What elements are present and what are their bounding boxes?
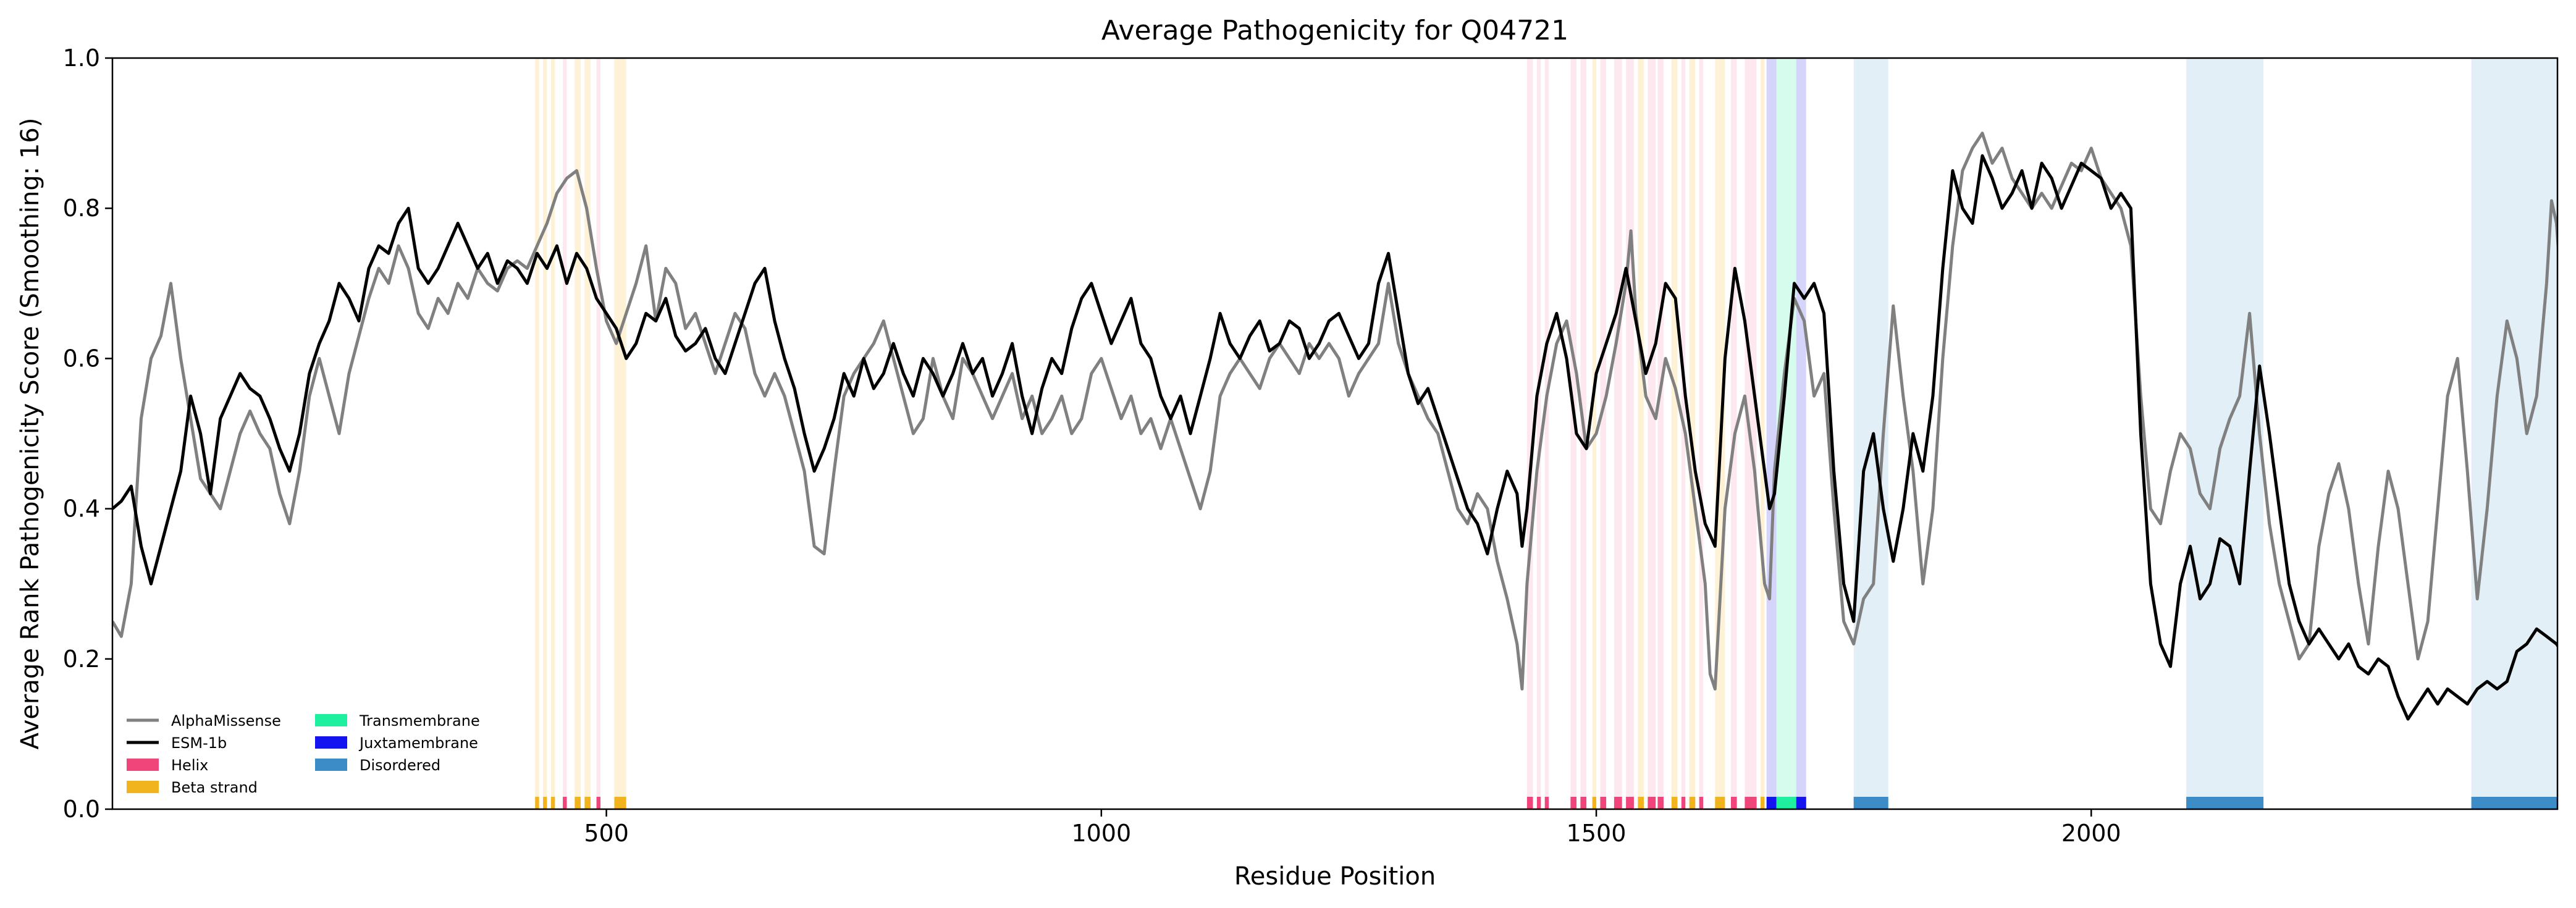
region-shade — [575, 58, 581, 809]
x-axis: 500 1000 1500 2000 — [584, 809, 2121, 847]
region-bar — [1638, 797, 1644, 809]
y-tick-label: 1.0 — [63, 44, 100, 72]
x-tick-label: 2000 — [2061, 820, 2121, 847]
region-shading-layer — [535, 58, 2557, 809]
legend-label-helix: Helix — [171, 757, 208, 774]
region-bar — [550, 797, 555, 809]
y-axis-label: Average Rank Pathogenicity Score (Smooth… — [16, 118, 44, 750]
region-bar — [543, 797, 547, 809]
region-bar — [1853, 797, 1888, 809]
region-shade — [1536, 58, 1541, 809]
region-bar — [596, 797, 600, 809]
region-bar — [2186, 797, 2264, 809]
region-bar — [1526, 797, 1533, 809]
region-shade — [596, 58, 600, 809]
legend-swatch-disordered — [315, 759, 347, 771]
region-shade — [1689, 58, 1696, 809]
x-axis-label: Residue Position — [1234, 862, 1436, 891]
legend-swatch-juxtamembrane — [315, 736, 347, 749]
region-shade — [2471, 58, 2557, 809]
y-tick-label: 0.0 — [63, 796, 100, 823]
region-shade — [584, 58, 591, 809]
region-bar — [1544, 797, 1549, 809]
region-bar — [535, 797, 539, 809]
y-tick-label: 0.2 — [63, 645, 100, 673]
region-bar — [1766, 797, 1777, 809]
region-bar — [575, 797, 581, 809]
region-shade — [1648, 58, 1656, 809]
region-shade — [1699, 58, 1704, 809]
region-bar — [1614, 797, 1622, 809]
region-bar — [1715, 797, 1725, 809]
region-shade — [1657, 58, 1664, 809]
region-bar — [1671, 797, 1678, 809]
region-bar — [1730, 797, 1737, 809]
region-bar — [1536, 797, 1541, 809]
region-bar — [1761, 797, 1765, 809]
region-bar — [1626, 797, 1634, 809]
region-shade — [1600, 58, 1607, 809]
legend-label-beta-strand: Beta strand — [171, 779, 258, 796]
region-bar — [614, 797, 626, 809]
legend-label-disordered: Disordered — [360, 757, 440, 774]
legend-label-alphamissense: AlphaMissense — [171, 712, 281, 729]
region-shade — [1544, 58, 1549, 809]
region-bar — [1580, 797, 1587, 809]
region-shade — [1671, 58, 1678, 809]
region-shade — [1796, 58, 1806, 809]
region-shade — [543, 58, 547, 809]
region-shade — [614, 58, 626, 809]
region-bar — [2471, 797, 2557, 809]
region-shade — [1592, 58, 1597, 809]
x-tick-label: 500 — [584, 820, 629, 847]
y-tick-label: 0.6 — [63, 345, 100, 372]
legend-swatch-helix — [127, 759, 159, 771]
region-bar — [1776, 797, 1796, 809]
y-tick-label: 0.4 — [63, 495, 100, 523]
region-shade — [1761, 58, 1765, 809]
legend: AlphaMissense ESM-1b Helix Beta strand Trans… — [127, 712, 480, 796]
region-shade — [1766, 58, 1777, 809]
region-bar — [1699, 797, 1704, 809]
region-bar — [1689, 797, 1696, 809]
plot-frame — [111, 57, 2559, 810]
region-shade — [550, 58, 555, 809]
region-shade — [563, 58, 567, 809]
region-shade — [1626, 58, 1634, 809]
region-bar — [1600, 797, 1607, 809]
region-shade — [535, 58, 539, 809]
series-line-esm-1b — [112, 154, 2557, 721]
region-bar — [1570, 797, 1576, 809]
region-shade — [1570, 58, 1576, 809]
region-bar — [1745, 797, 1757, 809]
legend-label-juxtamembrane: Juxtamembrane — [358, 734, 478, 752]
region-bar — [1796, 797, 1806, 809]
region-bar — [584, 797, 591, 809]
legend-label-esm-1b: ESM-1b — [171, 734, 227, 752]
y-tick-label: 0.8 — [63, 195, 100, 222]
region-shade — [1526, 58, 1533, 809]
legend-swatch-beta-strand — [127, 781, 159, 793]
region-bar — [1657, 797, 1664, 809]
region-bar — [563, 797, 567, 809]
x-tick-label: 1500 — [1567, 820, 1627, 847]
region-bar — [1681, 797, 1686, 809]
region-bar — [1648, 797, 1656, 809]
chart-title: Average Pathogenicity for Q04721 — [1101, 15, 1568, 46]
legend-swatch-transmembrane — [315, 714, 347, 726]
region-shade — [1614, 58, 1622, 809]
series-lines-layer — [112, 132, 2557, 721]
x-tick-label: 1000 — [1071, 820, 1131, 847]
region-shade — [1638, 58, 1644, 809]
region-shade — [1681, 58, 1686, 809]
region-bars-layer — [535, 797, 2557, 809]
region-bar — [1592, 797, 1597, 809]
y-axis: 0.0 0.2 0.4 0.6 0.8 1.0 — [63, 44, 112, 823]
legend-label-transmembrane: Transmembrane — [359, 712, 480, 729]
series-line-alphamissense — [112, 132, 2557, 691]
